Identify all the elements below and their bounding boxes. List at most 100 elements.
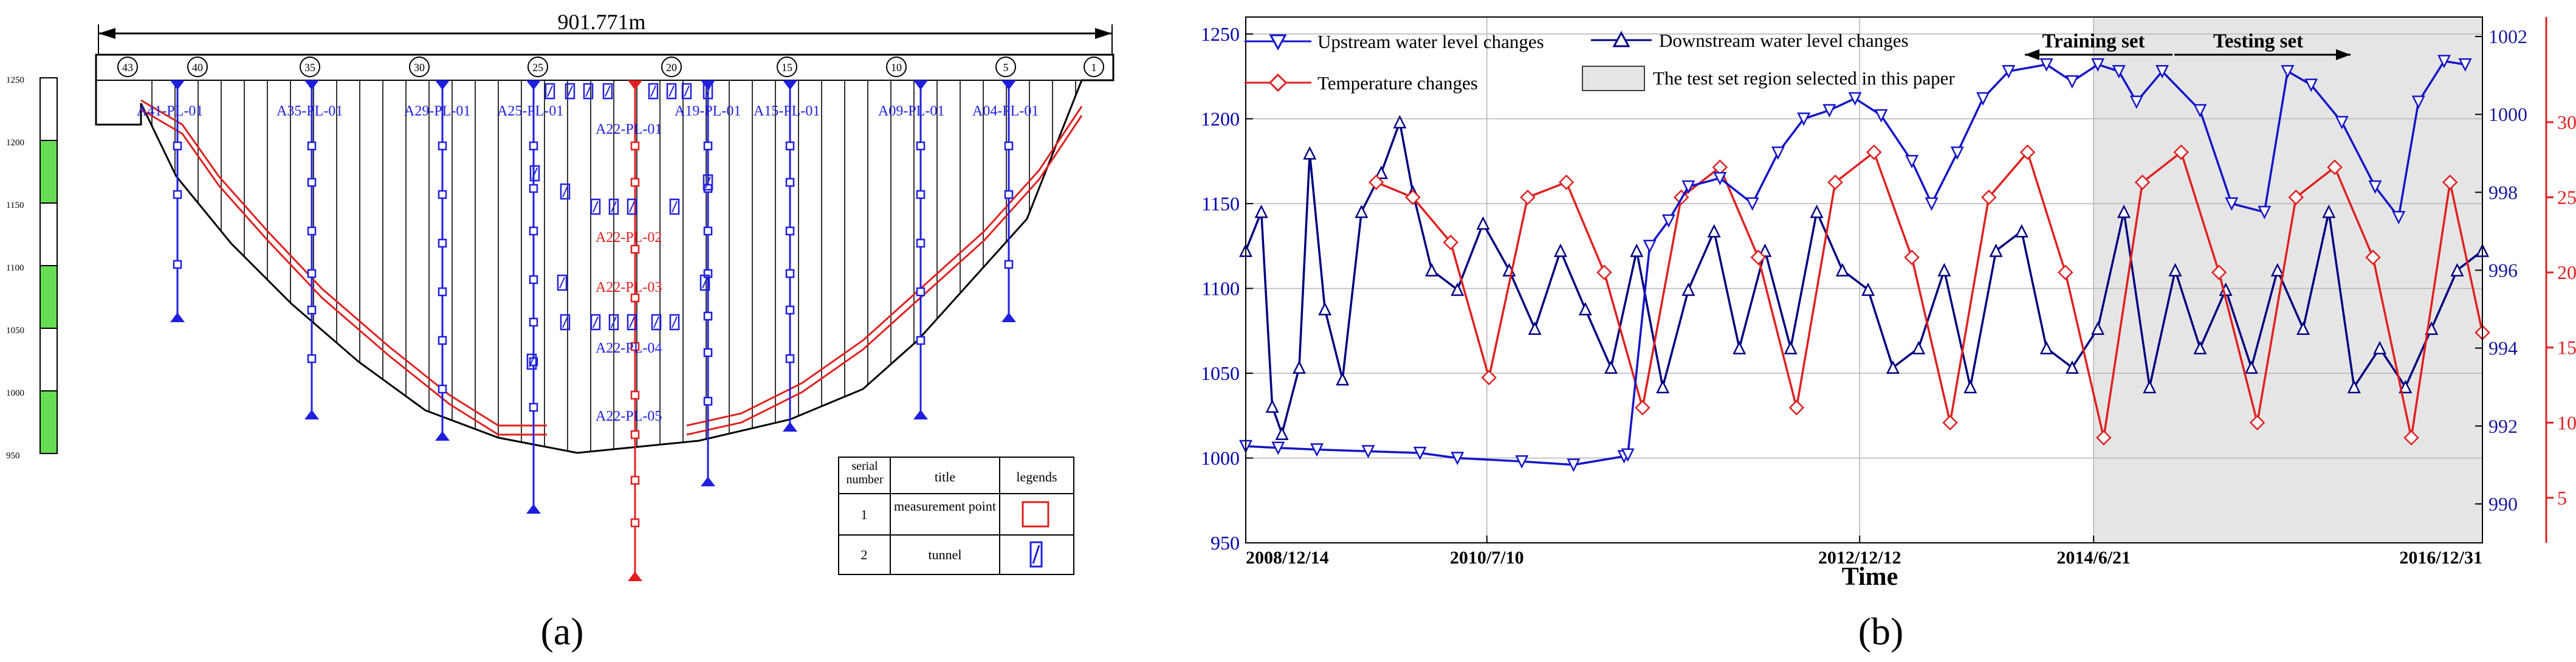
tunnel-marker	[669, 198, 680, 215]
data-point	[1942, 415, 1958, 431]
measurement-point	[307, 305, 317, 315]
series-upstream	[1238, 55, 2472, 472]
measurement-point	[916, 141, 926, 151]
y-right-tick-label: 1002	[2488, 26, 2527, 47]
data-point	[2373, 340, 2387, 354]
tunnel-marker-slash	[592, 316, 599, 328]
piezo-label-a22-04: A22-PL-04	[596, 340, 662, 356]
legend-row1-serial: 1	[861, 507, 868, 522]
measurement-point	[785, 354, 795, 364]
measurement-point	[529, 226, 538, 236]
data-point	[1758, 243, 1772, 257]
measurement-point	[1004, 190, 1014, 199]
section-number: 40	[192, 61, 203, 74]
x-tick-label: 2010/7/10	[1450, 548, 1524, 568]
data-point	[1788, 399, 1805, 416]
data-point	[1661, 214, 1675, 228]
data-point	[2134, 174, 2151, 190]
tunnel-marker-slash	[611, 201, 617, 213]
elevation-band	[39, 202, 58, 266]
span-dimension: 901.771m	[98, 10, 1113, 66]
data-point	[1635, 399, 1650, 416]
data-point	[2096, 430, 2112, 446]
tunnel-marker-slash	[668, 85, 675, 97]
data-point	[2442, 174, 2458, 190]
x-tick-label: 2014/6/21	[2056, 548, 2131, 568]
data-point	[2458, 58, 2472, 72]
tunnel-marker-slash	[705, 176, 711, 188]
data-point	[2368, 180, 2382, 194]
data-point	[1567, 458, 1581, 472]
elevation-tick-label: 1250	[6, 75, 24, 85]
piezometer-base-marker	[783, 422, 797, 432]
section-circle	[1084, 57, 1104, 77]
plot-frame	[1245, 16, 2483, 543]
measurement-point	[529, 184, 538, 193]
measurement-point	[916, 238, 926, 248]
panel-b-time-series-chart: 2008/12/14 2010/7/10 2012/12/12 2014/6/21 20…	[1201, 16, 2576, 653]
tunnel-marker-slash	[562, 185, 568, 198]
data-point	[1950, 146, 1964, 160]
section-number: 35	[304, 61, 315, 74]
data-point	[1451, 282, 1465, 296]
measurement-point	[307, 354, 317, 364]
measurement-point	[529, 402, 538, 412]
data-point	[1861, 282, 1875, 296]
measurement-point	[785, 226, 795, 236]
measurement-point	[785, 141, 795, 151]
data-point	[2365, 249, 2381, 266]
data-point	[1361, 445, 1375, 459]
legend-row2-title: tunnel	[929, 547, 962, 562]
data-point	[1981, 189, 1997, 205]
data-point	[1848, 92, 1862, 106]
data-point	[1318, 302, 1332, 315]
section-number: 20	[666, 61, 677, 74]
measurement-point	[438, 336, 447, 345]
section-number: 1	[1091, 61, 1097, 74]
data-point	[1810, 204, 1824, 218]
section-circle	[995, 57, 1016, 77]
tunnel-marker	[669, 314, 680, 331]
piezo-label-a04: A04-PL-01	[972, 103, 1039, 119]
data-point	[2411, 95, 2425, 109]
piezometer-top-marker	[304, 80, 319, 90]
data-point	[1827, 174, 1843, 190]
tunnel-marker	[544, 83, 555, 100]
tunnel-marker	[651, 314, 662, 331]
measurement-point	[703, 311, 713, 321]
section-circle	[300, 57, 320, 77]
piezo-label-a22-03: A22-PL-03	[596, 280, 662, 295]
y-left-tick-label: 1250	[1201, 23, 1240, 45]
tunnel-marker	[702, 83, 713, 100]
tunnel-marker	[666, 83, 677, 100]
tunnel-marker	[627, 314, 637, 331]
tunnel-marker	[560, 314, 571, 331]
data-point	[1413, 446, 1427, 460]
data-point	[1707, 224, 1721, 238]
series-temperature	[1368, 144, 2490, 446]
data-point	[1481, 370, 1497, 385]
data-point	[1797, 112, 1811, 126]
joint-lines	[151, 80, 1076, 452]
data-point	[2129, 95, 2143, 109]
measurement-point	[438, 287, 447, 297]
x-tick-label: 2016/12/31	[2399, 548, 2482, 568]
legend-row1-title: measurement point	[893, 498, 996, 514]
elevation-band	[39, 77, 58, 141]
y-left-tick-label: 1100	[1201, 277, 1240, 299]
piezometer-labels-red: A22-PL-02 A22-PL-03	[596, 230, 662, 295]
tunnel-marker-slash	[611, 316, 617, 328]
piezo-label-a29: A29-PL-01	[404, 103, 470, 119]
train-test-annotation: Training set Testing set	[2025, 30, 2351, 60]
data-point	[2002, 65, 2016, 79]
section-circle	[777, 57, 797, 77]
data-point	[2225, 197, 2239, 211]
data-point	[2173, 144, 2190, 160]
legend-temperature: Temperature changes	[1245, 72, 1478, 94]
data-point	[2270, 263, 2284, 277]
tunnel-marker	[557, 274, 568, 291]
measurement-point	[785, 269, 795, 278]
data-point	[1989, 243, 2003, 257]
tunnel-marker	[681, 83, 692, 100]
tunnel-icon	[1029, 541, 1043, 568]
